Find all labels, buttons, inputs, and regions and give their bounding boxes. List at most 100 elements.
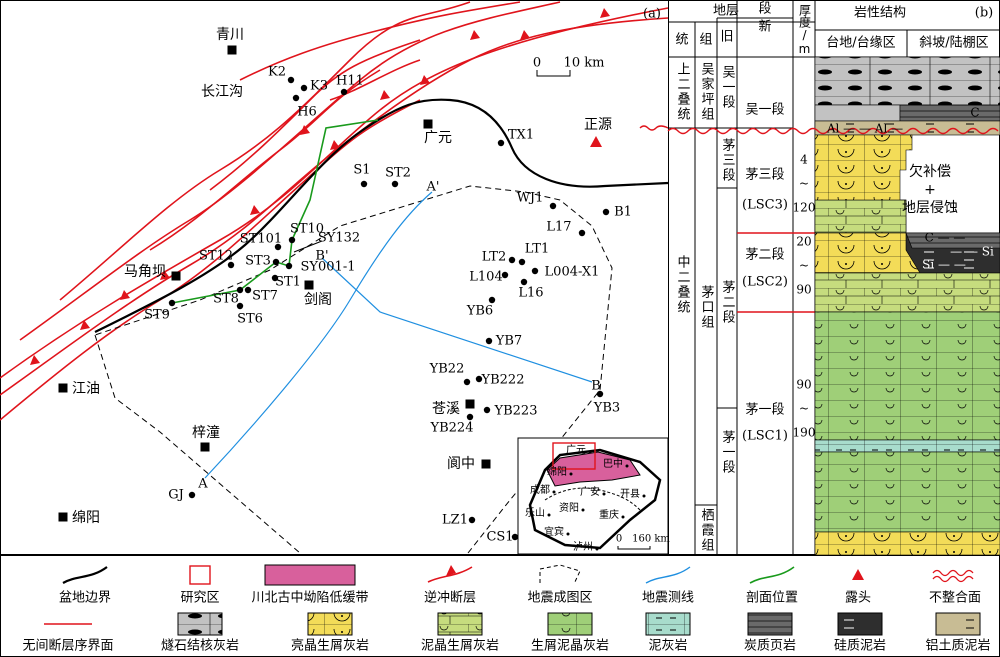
inset-city: [621, 515, 625, 519]
map-label: ST2: [385, 166, 411, 181]
inset-label: 成都: [530, 484, 550, 496]
well: [518, 258, 526, 266]
old-member: 茅二段: [720, 280, 736, 325]
map-label: B: [591, 379, 601, 394]
map-label: H11: [336, 74, 364, 89]
header: 厚度/m: [798, 4, 812, 56]
legend-label: 不整合面: [929, 591, 981, 606]
thickness: ~: [799, 259, 809, 273]
inset-city: [581, 508, 585, 512]
inset-label: 泸州: [573, 541, 593, 553]
formation: 茅口组: [699, 285, 715, 330]
new-member: (LSC3): [742, 198, 788, 213]
legend-label: 地震成图区: [527, 591, 592, 606]
lith-label: C — —: [925, 231, 966, 245]
inset-label: 资阳: [559, 502, 579, 514]
well: [511, 533, 519, 541]
old-member: 吴一段: [720, 65, 736, 110]
scale-bar: [536, 70, 571, 77]
inset-city: [566, 532, 570, 536]
inset-label: 巴中: [603, 457, 623, 470]
map-label: H6: [297, 105, 317, 120]
inset-scale-bar: [617, 546, 651, 550]
swatch: [177, 612, 223, 636]
unconformity: [667, 127, 999, 135]
legend-label: 燧石结核灰岩: [161, 639, 239, 654]
thickness: 120: [793, 201, 816, 215]
well: [360, 180, 368, 188]
thickness: ~: [799, 177, 809, 191]
map-label: ST6: [237, 312, 263, 327]
inset-city: [547, 513, 551, 517]
map-label: ST7: [252, 289, 278, 304]
seismic-area: [94, 185, 613, 554]
map-label: TX1: [508, 128, 534, 143]
legend-label: 露头: [845, 591, 871, 606]
inset-city: [569, 472, 573, 476]
outcrop: [590, 136, 602, 147]
header: 统: [675, 33, 688, 48]
city: [423, 119, 433, 129]
leader: [293, 240, 323, 253]
legend-label: 亮晶生屑灰岩: [291, 638, 369, 654]
well: [271, 274, 279, 282]
swatch: [837, 612, 883, 636]
swatch: [852, 569, 864, 580]
well: [168, 299, 176, 307]
well: [391, 180, 399, 188]
well: [549, 202, 557, 210]
map-label: A': [426, 180, 440, 195]
map-label: K3: [310, 79, 328, 94]
lith-label: Al — — Al —: [826, 122, 903, 136]
inset-city: [602, 492, 606, 496]
scale-label: 0: [533, 56, 541, 71]
swatch: [427, 566, 473, 583]
well: [236, 286, 244, 294]
well: [475, 375, 483, 383]
new-member: (LSC2): [742, 275, 788, 290]
series: 上二叠统: [675, 62, 691, 122]
legend-label: 无间断层序界面: [22, 639, 113, 654]
swatch: [264, 564, 356, 586]
inset-label: 开县: [620, 488, 640, 500]
map-label: A: [197, 477, 208, 492]
legend-label: 泥灰岩: [648, 639, 687, 654]
swatch: [747, 612, 793, 636]
basin-boundary: [94, 98, 669, 333]
well: [300, 84, 308, 92]
swatch: [539, 564, 581, 585]
well: [288, 236, 296, 244]
map-label: LT1: [525, 242, 550, 257]
swatch: [645, 566, 691, 584]
map-label: ST8: [213, 292, 239, 307]
inset-label: 广元: [566, 444, 586, 456]
new-member: 茅三段: [745, 168, 784, 183]
inset-label: 重庆: [599, 508, 619, 521]
swatch: [749, 566, 795, 584]
lith-label: C: [970, 106, 979, 120]
thickness: ~: [799, 402, 809, 416]
scale-label: 10 km: [564, 56, 605, 71]
city: [58, 512, 68, 522]
swatch: [437, 612, 483, 636]
well: [483, 406, 491, 414]
formation: 吴家坪组: [699, 62, 715, 122]
map-label: YB6: [466, 304, 493, 319]
map-label: CS1: [486, 530, 513, 545]
well: [485, 337, 493, 345]
map-label: ST10: [290, 222, 324, 237]
inset-city: [595, 547, 599, 551]
new-member: (LSC1): [742, 429, 788, 444]
map-label: 青川: [216, 27, 244, 43]
header: 组: [699, 33, 712, 48]
map-label: 长江沟: [201, 84, 243, 100]
map-label: 苍溪: [432, 401, 460, 417]
note: 地层侵蚀: [902, 199, 958, 216]
inset-dashed: [544, 487, 641, 511]
map-label: 正源: [584, 117, 612, 133]
city: [171, 271, 181, 281]
map-label: 江油: [72, 381, 100, 397]
map-label: SY132: [318, 231, 360, 246]
swatch: [935, 612, 981, 636]
city: [304, 280, 314, 290]
